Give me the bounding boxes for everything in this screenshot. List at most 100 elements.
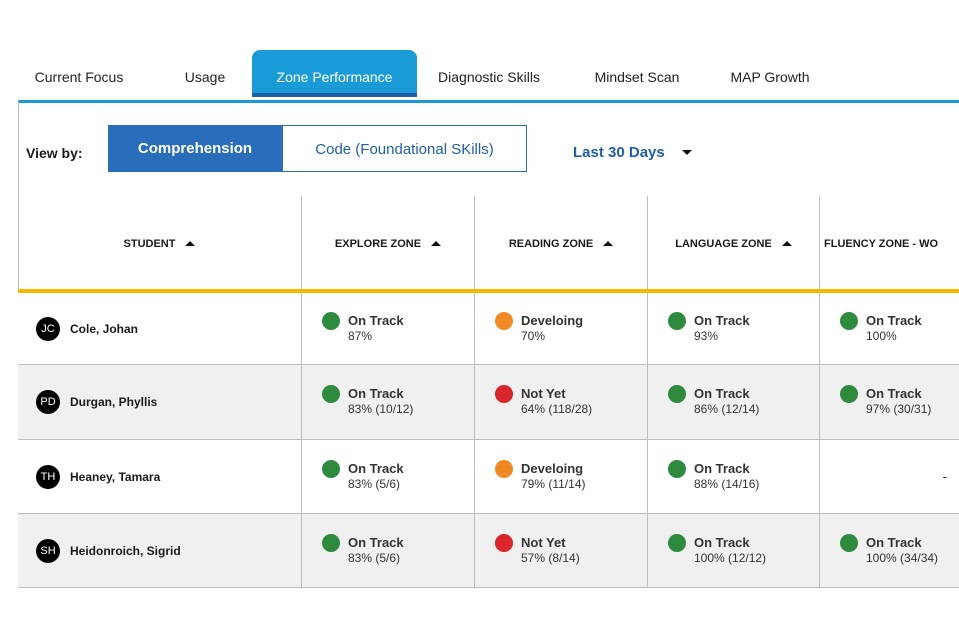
column-header[interactable]: READING ZONE: [475, 196, 648, 292]
student-name[interactable]: Heaney, Tamara: [70, 470, 161, 484]
zone-cell: On Track 100%: [820, 292, 959, 365]
status-text: On Track: [694, 461, 750, 476]
status-text: Not Yet: [521, 535, 566, 550]
status-dot: [668, 312, 686, 330]
zone-cell: On Track 86% (12/14): [648, 365, 820, 440]
status-text: On Track: [348, 535, 404, 550]
tab[interactable]: MAP Growth: [730, 69, 810, 85]
period-text: Last 30 Days: [573, 144, 665, 161]
header-text: EXPLORE ZONE: [334, 237, 422, 250]
sort-icon: [185, 241, 196, 246]
status-text: On Track: [348, 386, 404, 401]
status-dot: [668, 534, 686, 552]
status-text: Develoing: [521, 461, 584, 476]
zone-cell: Not Yet 64% (118/28): [475, 365, 648, 440]
zone-cell: On Track 83% (5/6): [302, 514, 475, 588]
status-dot: [840, 312, 858, 330]
column-header[interactable]: EXPLORE ZONE: [302, 196, 475, 292]
zone-cell: Develoing 70%: [475, 292, 648, 365]
status-dot: [840, 385, 858, 403]
status-text: On Track: [866, 386, 922, 401]
status-dot: [840, 534, 858, 552]
zone-cell: -: [820, 440, 959, 514]
status-dot: [495, 460, 513, 478]
status-dot: [322, 460, 340, 478]
status-dot: [322, 312, 340, 330]
status-dot: [668, 460, 686, 478]
status-text: On Track: [694, 386, 750, 401]
score-text: 97% (30/31): [866, 402, 932, 416]
zone-cell: On Track 83% (5/6): [302, 440, 475, 514]
period-dropdown[interactable]: Last 30 Days: [573, 144, 693, 161]
score-text: 83% (5/6): [348, 477, 401, 491]
student-cell: SH Heidonroich, Sigrid: [18, 514, 302, 588]
sort-icon: [431, 241, 442, 246]
header-text: FLUENCY ZONE - WO: [824, 237, 939, 250]
sort-icon: [603, 241, 614, 246]
tab[interactable]: Current Focus: [34, 69, 124, 85]
tab[interactable]: Zone Performance: [252, 50, 417, 97]
tab[interactable]: Diagnostic Skills: [438, 69, 540, 85]
status-text: On Track: [866, 313, 922, 328]
status-dot: [668, 385, 686, 403]
status-text: Not Yet: [521, 386, 566, 401]
score-text: 86% (12/14): [694, 402, 760, 416]
caret-icon: [681, 150, 692, 155]
zone-cell: Develoing 79% (11/14): [475, 440, 648, 514]
status-dot: [495, 385, 513, 403]
student-name[interactable]: Cole, Johan: [70, 322, 139, 336]
avatar: JC: [36, 317, 60, 341]
status-text: On Track: [348, 461, 404, 476]
view-by-label: View by:: [26, 145, 83, 161]
column-header[interactable]: FLUENCY ZONE - WO: [820, 196, 959, 292]
student-name[interactable]: Heidonroich, Sigrid: [70, 544, 181, 558]
score-text: 70%: [521, 329, 546, 343]
status-dot: [322, 534, 340, 552]
zone-cell: Not Yet 57% (8/14): [475, 514, 648, 588]
header-divider: [18, 289, 959, 293]
score-text: 88% (14/16): [694, 477, 760, 491]
column-header[interactable]: LANGUAGE ZONE: [648, 196, 820, 292]
avatar: PD: [36, 390, 60, 414]
header-text: LANGUAGE ZONE: [675, 237, 772, 250]
tab[interactable]: Usage: [184, 69, 226, 85]
header-text: READING ZONE: [508, 237, 594, 250]
score-text: 64% (118/28): [521, 402, 593, 416]
status-text: Develoing: [521, 313, 584, 328]
zone-cell: On Track 93%: [648, 292, 820, 365]
view-option[interactable]: Code (Foundational SKills): [282, 125, 527, 172]
zone-cell: On Track 100% (12/12): [648, 514, 820, 588]
empty-value: -: [942, 469, 947, 484]
zone-cell: On Track 88% (14/16): [648, 440, 820, 514]
view-option[interactable]: Comprehension: [108, 125, 282, 172]
status-text: On Track: [694, 313, 750, 328]
score-text: 57% (8/14): [521, 551, 580, 565]
status-dot: [495, 312, 513, 330]
score-text: 93%: [694, 329, 719, 343]
student-cell: JC Cole, Johan: [18, 292, 302, 365]
status-dot: [322, 385, 340, 403]
zone-cell: On Track 100% (34/34): [820, 514, 959, 588]
score-text: 100% (12/12): [694, 551, 767, 565]
score-text: 79% (11/14): [521, 477, 586, 491]
zone-cell: On Track 87%: [302, 292, 475, 365]
column-header[interactable]: STUDENT: [18, 196, 302, 292]
student-name[interactable]: Durgan, Phyllis: [70, 395, 158, 409]
status-text: On Track: [348, 313, 404, 328]
avatar: TH: [36, 465, 60, 489]
student-cell: TH Heaney, Tamara: [18, 440, 302, 514]
score-text: 100% (34/34): [866, 551, 939, 565]
tab[interactable]: Mindset Scan: [594, 69, 680, 85]
sort-icon: [781, 241, 792, 246]
zone-cell: On Track 83% (10/12): [302, 365, 475, 440]
header-text: STUDENT: [123, 237, 176, 250]
avatar: SH: [36, 539, 60, 563]
score-text: 87%: [348, 329, 373, 343]
status-dot: [495, 534, 513, 552]
score-text: 83% (5/6): [348, 551, 401, 565]
student-cell: PD Durgan, Phyllis: [18, 365, 302, 440]
zone-cell: On Track 97% (30/31): [820, 365, 959, 440]
score-text: 100%: [866, 329, 897, 343]
status-text: On Track: [866, 535, 922, 550]
